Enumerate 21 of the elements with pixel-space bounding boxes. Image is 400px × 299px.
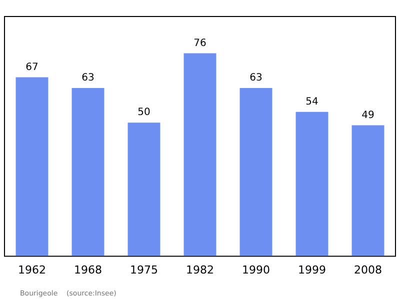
data-label: 76 xyxy=(194,38,206,49)
data-label: 63 xyxy=(82,72,94,84)
x-tick-label: 1982 xyxy=(186,263,214,276)
bar xyxy=(240,88,272,256)
x-tick-label: 2008 xyxy=(354,263,382,276)
data-label: 49 xyxy=(362,110,374,121)
data-label: 54 xyxy=(306,96,318,108)
bar xyxy=(128,122,160,256)
bar xyxy=(16,77,48,256)
x-tick-label: 1968 xyxy=(74,263,102,276)
x-tick-label: 1990 xyxy=(242,263,270,276)
bar xyxy=(72,88,104,256)
x-tick-label: 1999 xyxy=(298,263,326,276)
bar xyxy=(352,125,384,256)
bar xyxy=(296,112,328,256)
bar xyxy=(184,53,216,256)
data-label: 63 xyxy=(250,72,262,84)
data-label: 67 xyxy=(26,62,38,73)
data-label: 50 xyxy=(138,107,150,118)
x-tick-label: 1975 xyxy=(130,263,158,276)
x-tick-label: 1962 xyxy=(18,263,46,276)
